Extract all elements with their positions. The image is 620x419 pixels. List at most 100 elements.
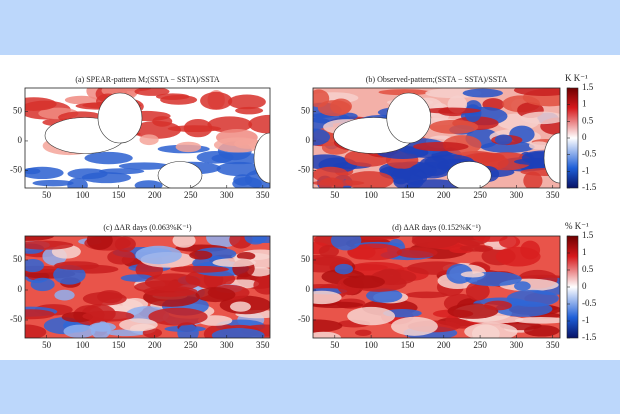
- field-patch: [514, 281, 531, 291]
- frame: [312, 235, 561, 339]
- field-patch: [480, 141, 535, 153]
- field-patch: [114, 236, 136, 252]
- field-patch: [148, 307, 208, 326]
- field-patch: [235, 106, 264, 115]
- field-patch: [391, 316, 438, 336]
- field-patch: [63, 324, 96, 338]
- y-tick-label: -50: [10, 314, 22, 324]
- field: [25, 236, 270, 338]
- x-tick-label: 250: [473, 190, 487, 200]
- x-tick-label: 350: [546, 190, 560, 200]
- colorbar-tick-label: 1.5: [582, 82, 594, 92]
- y-tick-label: 50: [13, 254, 23, 264]
- x-tick-label: 200: [148, 190, 162, 200]
- x-tick-label: 100: [76, 340, 90, 350]
- field-patch: [513, 88, 560, 96]
- field-patch: [142, 328, 163, 338]
- field-patch: [25, 309, 55, 320]
- field-patch: [343, 275, 386, 289]
- y-tick-label: 0: [306, 135, 311, 145]
- field-patch: [25, 240, 74, 250]
- field-patch: [347, 306, 396, 326]
- field-patch: [313, 128, 331, 146]
- field-patch: [495, 246, 541, 267]
- field-patch: [200, 91, 233, 110]
- colorbar-tick-label: 0: [582, 281, 587, 291]
- y-tick-label: 50: [301, 106, 311, 116]
- frame: [24, 235, 271, 339]
- field-patch: [32, 179, 74, 187]
- field-patch: [134, 88, 170, 96]
- field-patch: [514, 317, 560, 324]
- field-patch: [334, 263, 353, 275]
- field-patch: [313, 166, 349, 183]
- colorbar-tick-label: 0.5: [582, 264, 594, 274]
- field-patch: [82, 291, 127, 306]
- field-patch: [86, 236, 113, 250]
- field-patch: [144, 273, 201, 292]
- y-tick-label: -50: [298, 314, 310, 324]
- field-patch: [248, 114, 270, 134]
- field-patch: [528, 141, 550, 150]
- field-patch: [152, 116, 173, 127]
- field-patch: [244, 236, 267, 245]
- x-tick-label: 250: [184, 190, 198, 200]
- field-patch: [172, 236, 196, 248]
- field-patch: [89, 322, 116, 332]
- x-tick-label: 150: [401, 190, 415, 200]
- colorbar-tick-label: -1: [582, 315, 590, 325]
- field-patch: [313, 89, 330, 108]
- field-patch: [318, 245, 339, 258]
- field-patch: [499, 236, 521, 249]
- x-tick-label: 150: [112, 340, 126, 350]
- field-patch: [413, 141, 469, 152]
- field-patch: [170, 265, 229, 273]
- x-tick-label: 150: [401, 340, 415, 350]
- x-tick-label: 200: [148, 340, 162, 350]
- field-patch: [351, 236, 401, 240]
- field-patch: [211, 152, 266, 165]
- colorbar-tick-label: 0.5: [582, 115, 594, 125]
- field-patch: [64, 95, 99, 105]
- x-tick-label: 150: [112, 190, 126, 200]
- field-patch: [523, 325, 560, 337]
- x-tick-label: 250: [184, 340, 198, 350]
- field-patch: [118, 162, 170, 170]
- field-patch: [236, 252, 256, 260]
- field-patch: [107, 249, 135, 265]
- field-patch: [229, 301, 251, 312]
- field-patch: [189, 250, 213, 260]
- x-tick-label: 200: [437, 340, 451, 350]
- field-patch: [412, 236, 461, 249]
- field-patch: [120, 274, 154, 282]
- frame: [24, 87, 271, 189]
- field-patch: [177, 323, 199, 338]
- x-tick-label: 350: [256, 340, 270, 350]
- land: [157, 161, 203, 188]
- field-patch: [494, 134, 513, 145]
- field: [313, 236, 560, 338]
- field-patch: [396, 247, 438, 259]
- land: [446, 161, 492, 188]
- x-tick-label: 50: [330, 340, 340, 350]
- colorbar-tick-label: 1: [582, 247, 587, 257]
- field-patch: [25, 258, 44, 273]
- x-tick-label: 300: [220, 340, 234, 350]
- panel-title: (d) ΔAR days (0.152%K⁻¹): [392, 223, 481, 232]
- field-patch: [378, 89, 431, 96]
- field-patch: [160, 95, 198, 105]
- field-patch: [25, 97, 57, 111]
- field-patch: [391, 168, 411, 185]
- x-tick-label: 50: [42, 190, 52, 200]
- field-patch: [30, 277, 55, 292]
- field-patch: [175, 141, 202, 153]
- land: [97, 92, 143, 144]
- field-patch: [211, 328, 265, 338]
- x-tick-label: 100: [364, 190, 378, 200]
- field-patch: [423, 107, 481, 114]
- x-tick-label: 100: [364, 340, 378, 350]
- colorbar-tick-label: 1.5: [582, 230, 594, 240]
- land: [543, 132, 560, 184]
- field-patch: [132, 120, 182, 139]
